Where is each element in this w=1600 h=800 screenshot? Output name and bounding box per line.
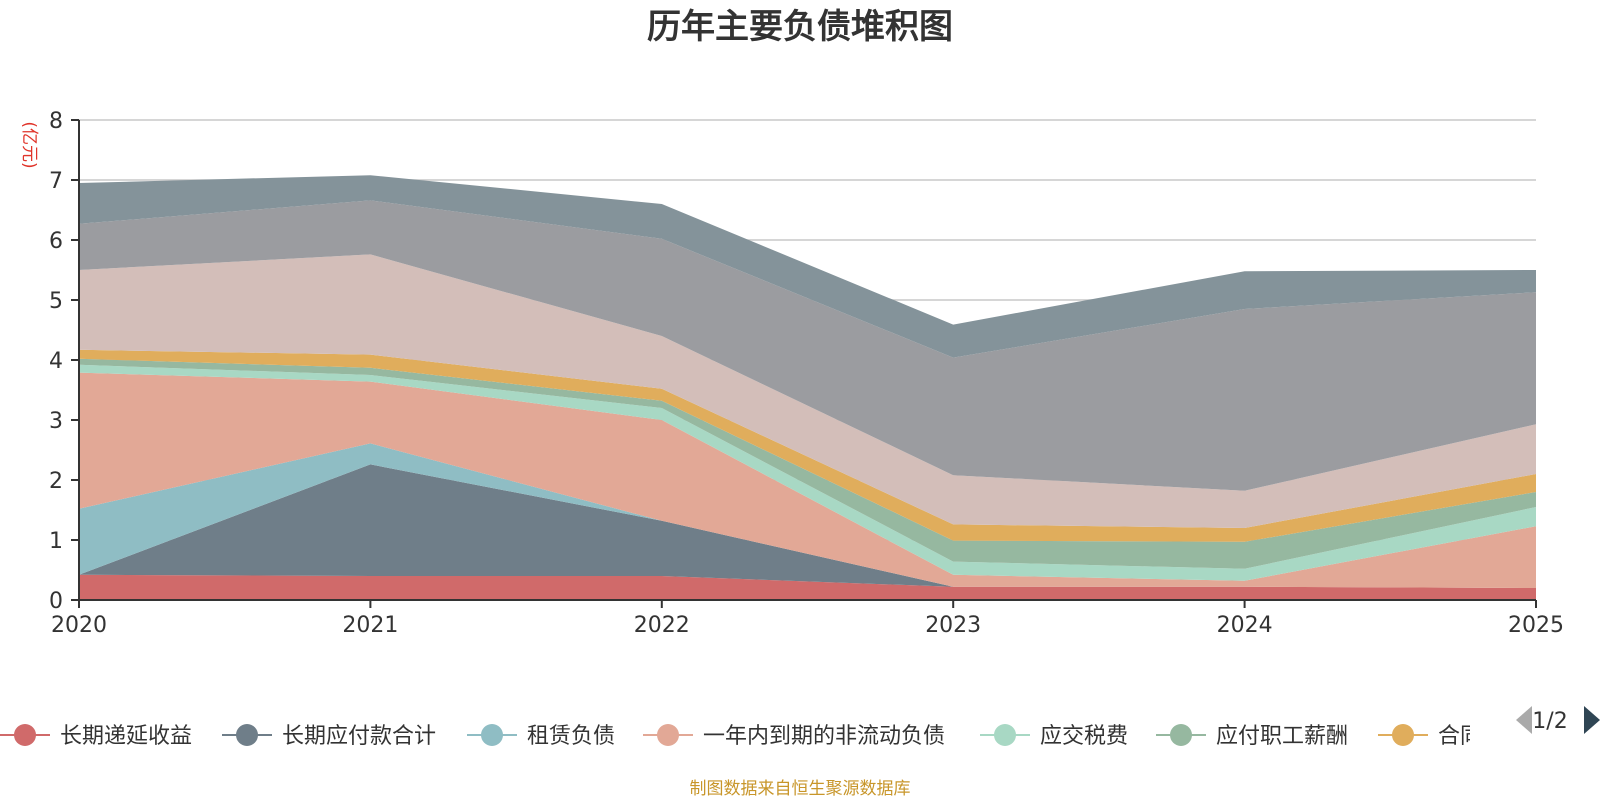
legend-label: 应交税费 bbox=[1040, 724, 1128, 749]
legend-marker bbox=[1392, 724, 1414, 746]
source-footer: 制图数据来自恒生聚源数据库 bbox=[690, 779, 911, 799]
legend-label: 合同负债 bbox=[1438, 724, 1526, 749]
legend-label: 租赁负债 bbox=[527, 724, 615, 749]
area-series[interactable] bbox=[79, 254, 1536, 528]
legend-label: 应付职工薪酬 bbox=[1216, 724, 1348, 749]
y-tick-label: 7 bbox=[49, 169, 63, 194]
legend-item[interactable]: 租赁负债 bbox=[467, 724, 615, 749]
legend-item[interactable]: 长期应付款合计 bbox=[222, 724, 436, 749]
legend-marker bbox=[14, 724, 36, 746]
y-tick-label: 8 bbox=[49, 109, 63, 134]
y-tick-label: 1 bbox=[49, 529, 63, 554]
legend-item[interactable]: 长期递延收益 bbox=[0, 724, 192, 749]
chart-title: 历年主要负债堆积图 bbox=[647, 7, 953, 47]
y-tick-label: 5 bbox=[49, 289, 63, 314]
legend-item[interactable]: 应付职工薪酬 bbox=[1156, 724, 1348, 749]
area-series[interactable] bbox=[79, 464, 1536, 588]
legend-prev-icon[interactable] bbox=[1516, 706, 1532, 734]
legend-label: 长期应付款合计 bbox=[282, 724, 436, 749]
area-series[interactable] bbox=[79, 175, 1536, 358]
y-tick-label: 4 bbox=[49, 349, 63, 374]
y-tick-label: 6 bbox=[49, 229, 63, 254]
legend-marker bbox=[657, 724, 679, 746]
y-tick-label: 3 bbox=[49, 409, 63, 434]
legend-item[interactable]: 一年内到期的非流动负债 bbox=[643, 724, 945, 749]
x-tick-labels: 2020 2021 2022 2023 2024 2025 bbox=[51, 613, 1564, 638]
area-series[interactable] bbox=[79, 372, 1536, 588]
x-tick-label: 2023 bbox=[925, 613, 981, 638]
legend-page-indicator: 1/2 bbox=[1532, 709, 1567, 734]
legend-marker bbox=[1170, 724, 1192, 746]
x-tick-label: 2025 bbox=[1508, 613, 1564, 638]
x-tick-label: 2024 bbox=[1217, 613, 1273, 638]
legend-label: 一年内到期的非流动负债 bbox=[703, 724, 945, 749]
y-axis-unit: (亿元) bbox=[19, 121, 39, 168]
legend-marker bbox=[236, 724, 258, 746]
area-series[interactable] bbox=[79, 574, 1536, 600]
legend-item[interactable]: 合同负债 bbox=[1378, 724, 1526, 749]
legend-pager[interactable]: 1/2 bbox=[1516, 706, 1600, 734]
legend[interactable]: 长期递延收益 长期应付款合计 租赁负债 一年内到期的非流动负债 应交税费 应付职工薪酬 合同… bbox=[0, 724, 1526, 749]
legend-next-icon[interactable] bbox=[1584, 706, 1600, 734]
axes bbox=[71, 119, 1537, 608]
x-tick-label: 2020 bbox=[51, 613, 107, 638]
legend-item[interactable]: 应交税费 bbox=[980, 724, 1128, 749]
y-tick-label: 0 bbox=[49, 589, 63, 614]
legend-marker bbox=[481, 724, 503, 746]
x-tick-label: 2021 bbox=[342, 613, 398, 638]
legend-marker bbox=[994, 724, 1016, 746]
x-tick-label: 2022 bbox=[634, 613, 690, 638]
area-series[interactable] bbox=[79, 200, 1536, 491]
stacked-areas bbox=[79, 175, 1536, 600]
legend-items: 长期递延收益 长期应付款合计 租赁负债 一年内到期的非流动负债 应交税费 应付职工薪酬 合同… bbox=[0, 724, 1526, 749]
y-tick-label: 2 bbox=[49, 469, 63, 494]
y-tick-labels: 0 1 2 3 4 5 6 7 8 bbox=[49, 109, 63, 614]
legend-label: 长期递延收益 bbox=[60, 724, 192, 749]
